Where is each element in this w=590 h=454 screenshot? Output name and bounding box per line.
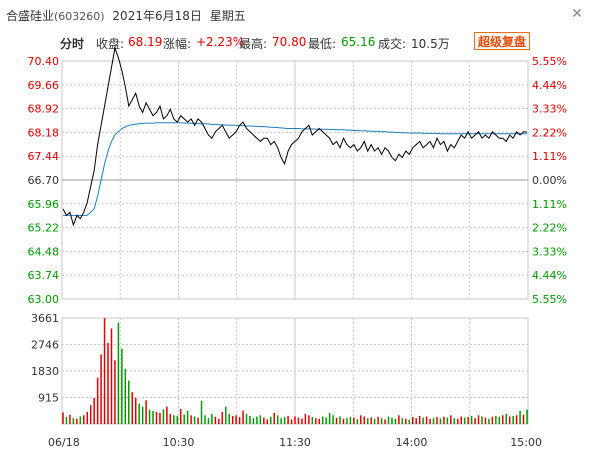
price-tick-label: 63.00 xyxy=(28,293,60,306)
high-label: 最高: xyxy=(239,37,268,51)
change-value: +2.23% xyxy=(196,35,245,49)
tab-fenshi[interactable]: 分时 xyxy=(60,37,85,51)
info-bar: 分时 收盘: 68.19 涨幅: +2.23% 最高: 70.80 最低: 65… xyxy=(0,32,590,52)
percent-tick-label: 0.00% xyxy=(532,174,567,187)
close-value: 68.19 xyxy=(128,35,163,49)
volume-axis-labels: 3661 2746 1830 915 xyxy=(31,312,59,405)
window-title: 合盛硅业(603260) 2021年6月18日 星期五 xyxy=(6,7,246,24)
volume-value: 10.5万 xyxy=(411,37,450,51)
time-tick-label: 14:00 xyxy=(396,436,428,449)
low-label: 最低: xyxy=(308,37,337,51)
volume-bars xyxy=(62,318,528,424)
time-tick-label: 15:00 xyxy=(510,436,542,449)
price-tick-label: 69.66 xyxy=(28,79,60,92)
weekday: 星期五 xyxy=(209,9,246,23)
price-tick-label: 68.92 xyxy=(28,103,60,116)
low-value: 65.16 xyxy=(341,35,376,49)
close-icon[interactable]: ✕ xyxy=(571,6,583,22)
price-tick-label: 66.70 xyxy=(28,174,60,187)
avg-price-line xyxy=(63,122,527,216)
percent-tick-label: 5.55% xyxy=(532,293,567,306)
price-line xyxy=(62,46,528,227)
change-label: 涨幅: xyxy=(163,37,192,51)
percent-tick-label: 3.33% xyxy=(532,245,567,258)
volume-tick-label: 915 xyxy=(38,392,59,405)
close-label: 收盘: xyxy=(96,37,125,51)
time-tick-label: 06/18 xyxy=(48,436,80,449)
price-tick-label: 70.40 xyxy=(28,55,60,68)
percent-tick-label: 1.11% xyxy=(532,150,567,163)
price-tick-label: 65.22 xyxy=(28,222,60,235)
price-tick-label: 64.48 xyxy=(28,245,60,258)
percent-tick-label: 2.22% xyxy=(532,222,567,235)
percent-axis-labels: 5.55% 4.44% 3.33% 2.22% 1.11% 0.00% 1.11% 2.22%… xyxy=(532,55,567,306)
volume-label: 成交: xyxy=(378,37,407,51)
price-tick-label: 65.96 xyxy=(28,198,60,211)
price-tick-label: 67.44 xyxy=(28,150,60,163)
volume-tick-label: 1830 xyxy=(31,365,59,378)
percent-tick-label: 4.44% xyxy=(532,269,567,282)
stock-name: 合盛硅业 xyxy=(6,9,55,23)
percent-tick-label: 4.44% xyxy=(532,79,567,92)
price-tick-label: 68.18 xyxy=(28,126,60,139)
percent-tick-label: 5.55% xyxy=(532,55,567,68)
super-replay-button[interactable]: 超级复盘 xyxy=(474,32,530,50)
title-bar: 合盛硅业(603260) 2021年6月18日 星期五 ✕ xyxy=(0,0,590,30)
percent-tick-label: 3.33% xyxy=(532,103,567,116)
stock-code: (603260) xyxy=(54,10,105,23)
time-tick-label: 11:30 xyxy=(279,436,311,449)
time-tick-label: 10:30 xyxy=(163,436,195,449)
price-axis-labels: 70.40 69.66 68.92 68.18 67.44 66.70 65.96 65.22… xyxy=(28,55,60,306)
time-axis-labels: 06/18 10:30 11:30 14:00 15:00 xyxy=(48,436,542,449)
high-value: 70.80 xyxy=(272,35,307,49)
volume-tick-label: 3661 xyxy=(31,312,59,325)
percent-tick-label: 1.11% xyxy=(532,198,567,211)
chart-grid xyxy=(61,60,529,425)
trade-date: 2021年6月18日 xyxy=(112,9,202,23)
volume-tick-label: 2746 xyxy=(31,339,59,352)
percent-tick-label: 2.22% xyxy=(532,126,567,139)
price-tick-label: 63.74 xyxy=(28,269,60,282)
